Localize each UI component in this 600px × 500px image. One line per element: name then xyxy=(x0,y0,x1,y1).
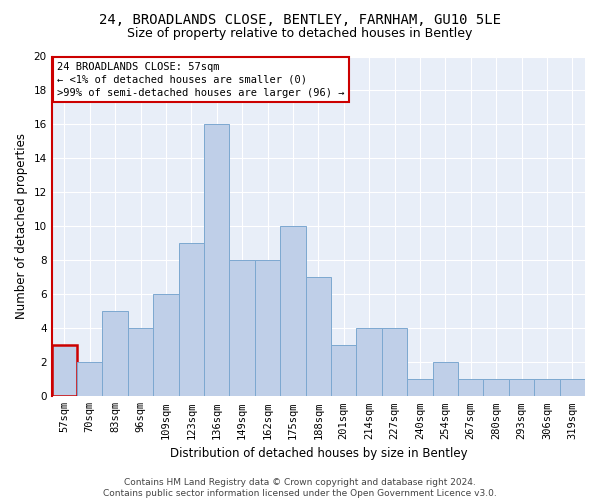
Bar xyxy=(229,260,255,396)
Y-axis label: Number of detached properties: Number of detached properties xyxy=(15,134,28,320)
Bar xyxy=(534,380,560,396)
Text: 24, BROADLANDS CLOSE, BENTLEY, FARNHAM, GU10 5LE: 24, BROADLANDS CLOSE, BENTLEY, FARNHAM, … xyxy=(99,12,501,26)
Bar xyxy=(204,124,229,396)
Bar xyxy=(560,380,585,396)
Bar xyxy=(179,244,204,396)
Bar xyxy=(128,328,153,396)
Bar xyxy=(255,260,280,396)
Text: Size of property relative to detached houses in Bentley: Size of property relative to detached ho… xyxy=(127,28,473,40)
Bar xyxy=(356,328,382,396)
Bar xyxy=(305,278,331,396)
Bar xyxy=(433,362,458,396)
Bar xyxy=(458,380,484,396)
Bar xyxy=(77,362,103,396)
Bar xyxy=(153,294,179,396)
Bar xyxy=(407,380,433,396)
Bar xyxy=(52,346,77,397)
Bar xyxy=(103,312,128,396)
Bar xyxy=(280,226,305,396)
Text: Contains HM Land Registry data © Crown copyright and database right 2024.
Contai: Contains HM Land Registry data © Crown c… xyxy=(103,478,497,498)
Bar xyxy=(382,328,407,396)
Bar xyxy=(509,380,534,396)
X-axis label: Distribution of detached houses by size in Bentley: Distribution of detached houses by size … xyxy=(170,447,467,460)
Bar xyxy=(331,346,356,397)
Bar xyxy=(484,380,509,396)
Text: 24 BROADLANDS CLOSE: 57sqm
← <1% of detached houses are smaller (0)
>99% of semi: 24 BROADLANDS CLOSE: 57sqm ← <1% of deta… xyxy=(57,62,344,98)
